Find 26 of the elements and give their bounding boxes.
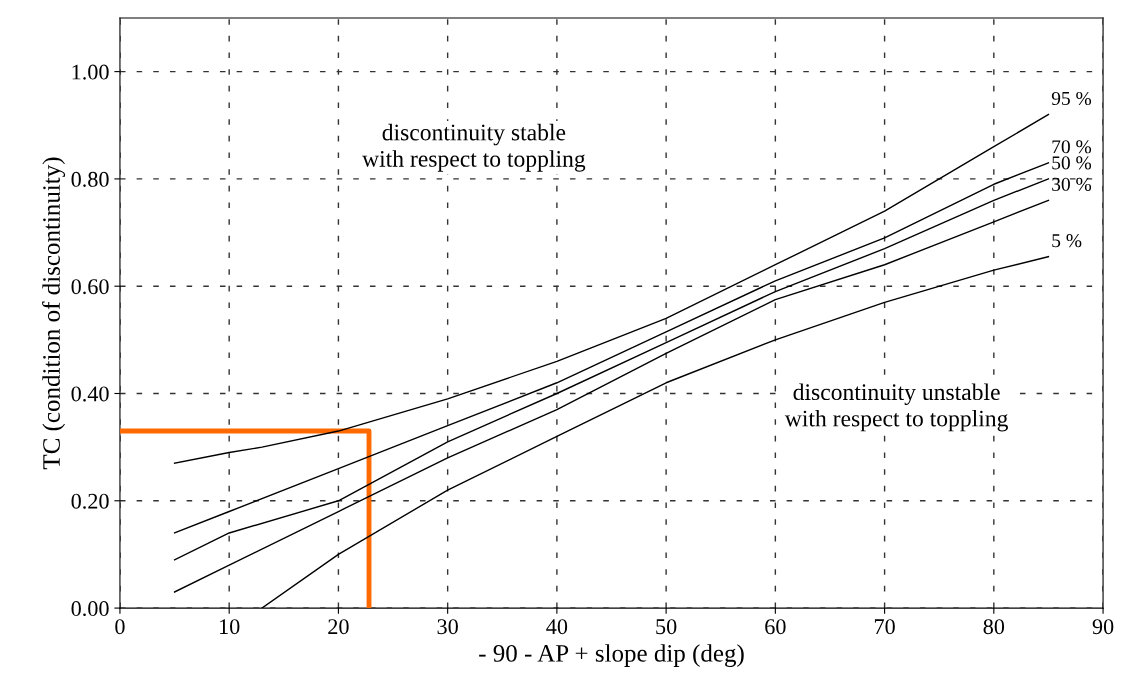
annotation: discontinuity stable with respect to toppling — [362, 123, 586, 172]
x-tick-label: 40 — [546, 619, 568, 635]
x-tick-label: 20 — [328, 619, 349, 635]
annotation: discontinuity unstable with respect to toppling — [784, 383, 1008, 432]
line-series — [173, 113, 1050, 464]
x-tick-label: 90 — [1092, 619, 1114, 635]
x-tick-label: 60 — [765, 619, 786, 635]
series-label: 70 % — [1052, 140, 1092, 154]
y-tick-label: 0.80 — [71, 171, 109, 187]
y-tick-label: 0.20 — [71, 493, 109, 509]
x-tick-label: 30 — [437, 619, 458, 635]
x-tick-label: 70 — [874, 619, 895, 635]
series-label: 95 % — [1051, 91, 1092, 106]
y-tick-label: 0.60 — [71, 279, 109, 295]
x-axis-title: - 90 - AP + slope dip (deg) — [479, 644, 744, 667]
series-label: 50 % — [1052, 156, 1092, 170]
x-tick-label: 50 — [656, 619, 677, 635]
y-tick-label: 0.40 — [71, 386, 109, 402]
x-tick-label: 10 — [220, 619, 240, 635]
y-tick-label: 1.00 — [72, 64, 109, 80]
series-label: 30 % — [1052, 177, 1092, 191]
x-tick-label: 80 — [983, 619, 1005, 635]
y-axis-title: TC (condition of discontinuity) — [42, 157, 66, 470]
series-label: 5 % — [1052, 234, 1082, 248]
y-tick-label: 0.00 — [71, 601, 109, 617]
x-tick-label: 0 — [115, 619, 125, 635]
